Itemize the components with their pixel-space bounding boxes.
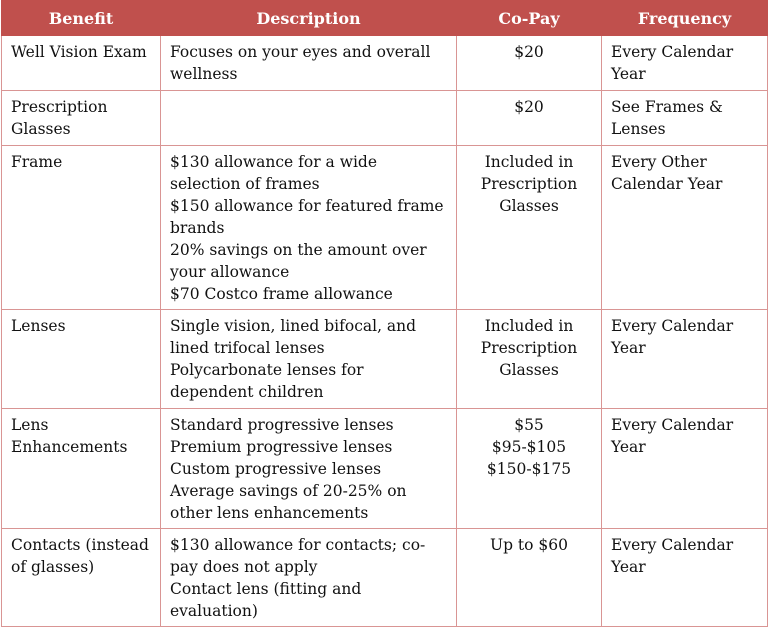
description-cell-line: Standard progressive lenses <box>170 416 394 434</box>
frequency-cell: Every Calendar Year <box>601 408 768 529</box>
table-row: Well Vision Exam Focuses on your eyes and… <box>1 35 768 91</box>
copay-cell-line: Up to $60 <box>490 536 568 554</box>
benefit-cell: Frame <box>1 145 161 310</box>
header-copay: Co-Pay <box>456 0 602 36</box>
description-cell-line: Focuses on your eyes and overall wellnes… <box>170 43 431 83</box>
benefit-cell: Lenses <box>1 309 161 409</box>
copay-cell: Included in Prescription Glasses <box>456 145 602 310</box>
description-cell <box>160 90 457 146</box>
header-frequency: Frequency <box>601 0 768 36</box>
frequency-cell: Every Other Calendar Year <box>601 145 768 310</box>
description-cell: Single vision, lined bifocal, and lined … <box>160 309 457 409</box>
table-row: Frame $130 allowance for a wide selection… <box>1 145 768 310</box>
benefit-cell: Prescription Glasses <box>1 90 161 146</box>
description-cell: $130 allowance for contacts; co-pay does… <box>160 528 457 627</box>
frequency-cell: Every Calendar Year <box>601 528 768 627</box>
description-cell: Focuses on your eyes and overall wellnes… <box>160 35 457 91</box>
frequency-cell: Every Calendar Year <box>601 35 768 91</box>
header-row: Benefit Description Co-Pay Frequency <box>1 0 768 36</box>
copay-cell: $55 $95-$105 $150-$175 <box>456 408 602 529</box>
description-cell-line: Single vision, lined bifocal, and lined … <box>170 317 417 357</box>
copay-cell: $20 <box>456 90 602 146</box>
benefit-cell: Lens Enhancements <box>1 408 161 529</box>
header-description: Description <box>160 0 457 36</box>
description-cell-line: $130 allowance for a wide selection of f… <box>170 153 378 193</box>
description-cell-line: $70 Costco frame allowance <box>170 285 393 303</box>
benefit-cell: Contacts (instead of glasses) <box>1 528 161 627</box>
table-row: Lenses Single vision, lined bifocal, and … <box>1 309 768 409</box>
description-cell: $130 allowance for a wide selection of f… <box>160 145 457 310</box>
description-cell-line: $150 allowance for featured frame brands <box>170 197 444 237</box>
copay-cell-line: Included in Prescription Glasses <box>480 153 578 215</box>
table-row: Prescription Glasses $20 See Frames & Lens… <box>1 90 768 146</box>
description-cell-line: $130 allowance for contacts; co-pay does… <box>170 536 426 576</box>
description-cell-line: 20% savings on the amount over your allo… <box>170 241 427 281</box>
copay-cell: Included in Prescription Glasses <box>456 309 602 409</box>
table-row: Lens Enhancements Standard progressive le… <box>1 408 768 529</box>
description-cell: Standard progressive lenses Premium progr… <box>160 408 457 529</box>
copay-cell-line: $55 <box>514 416 544 434</box>
description-cell-line: Premium progressive lenses <box>170 438 393 456</box>
description-cell-line: Custom progressive lenses <box>170 460 382 478</box>
copay-cell-line: $150-$175 <box>486 460 572 478</box>
header-benefit: Benefit <box>1 0 161 36</box>
copay-cell-line: Included in Prescription Glasses <box>480 317 578 379</box>
description-cell-line: Polycarbonate lenses for dependent child… <box>170 361 364 401</box>
copay-cell: $20 <box>456 35 602 91</box>
frequency-cell: See Frames & Lenses <box>601 90 768 146</box>
frequency-cell: Every Calendar Year <box>601 309 768 409</box>
copay-cell-line: $95-$105 <box>491 438 567 456</box>
copay-cell: Up to $60 <box>456 528 602 627</box>
copay-cell-line: $20 <box>514 43 544 61</box>
description-cell-line: Contact lens (fitting and evaluation) <box>170 580 362 620</box>
copay-cell-line: $20 <box>514 98 544 116</box>
benefit-cell: Well Vision Exam <box>1 35 161 91</box>
description-cell-line: Average savings of 20-25% on other lens … <box>170 482 407 522</box>
table-row: Contacts (instead of glasses) $130 allowa… <box>1 528 768 627</box>
